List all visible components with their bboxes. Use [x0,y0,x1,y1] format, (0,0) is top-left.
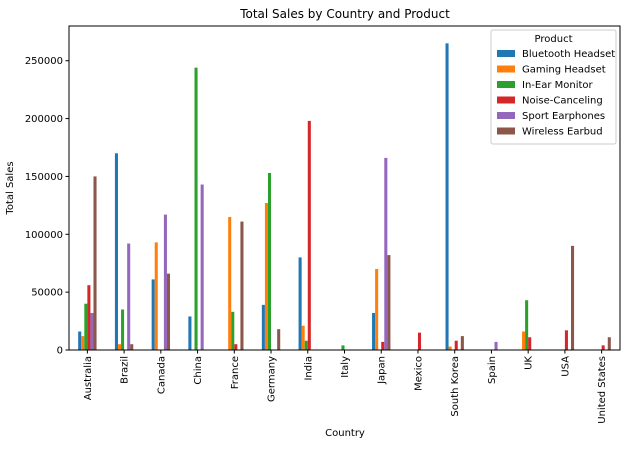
bar-6-3 [307,120,311,350]
bar-3-4 [200,184,204,350]
legend-swatch [497,112,515,119]
legend-swatch [497,65,515,73]
bar-14-3 [601,345,605,350]
x-tick-label: India [303,356,314,381]
y-tick-label: 150000 [25,172,63,183]
y-tick-label: 0 [57,346,63,357]
bar-7-2 [341,345,345,350]
bar-8-0 [372,312,376,350]
bar-0-5 [93,176,97,350]
x-tick-label: USA [560,356,571,377]
bar-3-2 [194,67,198,350]
x-tick-label: United States [597,356,608,424]
x-tick-label: Italy [340,356,351,378]
bar-2-4 [163,214,167,350]
bar-4-3 [234,344,238,350]
bar-8-1 [375,269,379,350]
bar-10-1 [448,346,452,350]
x-tick-label: Germany [267,356,278,402]
legend-swatch [497,50,515,57]
bar-5-1 [264,203,268,350]
x-tick-label: Spain [487,356,498,384]
y-axis-label: Total Sales [5,161,16,215]
bar-6-0 [298,257,302,350]
legend-box [490,29,617,145]
bar-13-5 [571,245,575,350]
bar-5-0 [261,304,265,350]
bar-8-5 [387,255,391,350]
legend-label: Noise-Canceling [522,96,603,107]
bar-10-0 [445,43,449,351]
legend: Product Bluetooth Headset Gaming Headset In… [490,29,617,145]
bar-2-0 [151,279,155,350]
axes-layer: 0 50000 100000 150000 200000 250000 Australia B… [25,25,621,424]
bar-4-5 [240,221,244,350]
bar-2-5 [166,273,171,350]
bar-12-3 [528,337,532,350]
bar-1-4 [127,243,131,350]
x-tick-label: Mexico [413,356,424,391]
bar-12-1 [522,331,526,350]
bar-8-4 [384,157,388,350]
bar-6-2 [304,340,308,350]
legend-swatch [497,81,515,88]
bar-8-3 [381,341,385,350]
legend-label: Bluetooth Headset [522,49,615,60]
legend-label: In-Ear Monitor [522,80,594,91]
bar-10-5 [460,336,464,350]
bar-6-1 [301,325,305,350]
x-tick-label: Canada [156,356,167,394]
x-tick-label: Japan [377,356,388,385]
bar-0-0 [78,331,82,350]
bar-3-0 [188,316,192,350]
x-tick-label: France [230,356,241,389]
bar-2-1 [154,242,158,350]
y-tick-label: 50000 [31,288,63,299]
legend-swatch [497,127,515,135]
bar-1-0 [114,153,118,350]
chart-title: Total Sales by Country and Product [239,7,450,21]
bar-13-3 [564,330,568,350]
y-tick-label: 200000 [25,114,63,125]
bar-0-3 [87,285,91,350]
bar-5-5 [277,329,281,350]
bar-11-4 [494,341,498,350]
bar-4-2 [231,311,235,350]
bar-10-3 [454,340,458,350]
legend-label: Gaming Headset [522,65,606,76]
bar-0-4 [90,312,94,350]
bar-14-5 [607,337,611,350]
bar-0-1 [81,336,85,350]
x-axis-label: Country [325,428,365,439]
bar-9-3 [417,332,422,350]
y-tick-label: 250000 [25,56,63,67]
bar-0-2 [84,303,88,350]
bar-4-1 [228,216,232,350]
y-tick-label: 100000 [25,230,63,241]
x-tick-label: Australia [83,356,94,400]
legend-label: Wireless Earbud [522,127,603,138]
legend-swatch [497,96,515,104]
x-tick-label: China [193,356,204,385]
x-tick-label: Brazil [120,356,131,384]
legend-title: Product [535,34,573,45]
bar-1-1 [117,344,122,350]
x-tick-label: UK [524,356,535,370]
bar-1-2 [121,309,125,350]
legend-label: Sport Earphones [522,111,605,122]
bar-12-2 [525,300,529,350]
bar-1-5 [130,344,134,350]
bar-5-2 [267,172,272,350]
x-tick-label: South Korea [450,356,461,417]
bars-layer [78,43,611,351]
